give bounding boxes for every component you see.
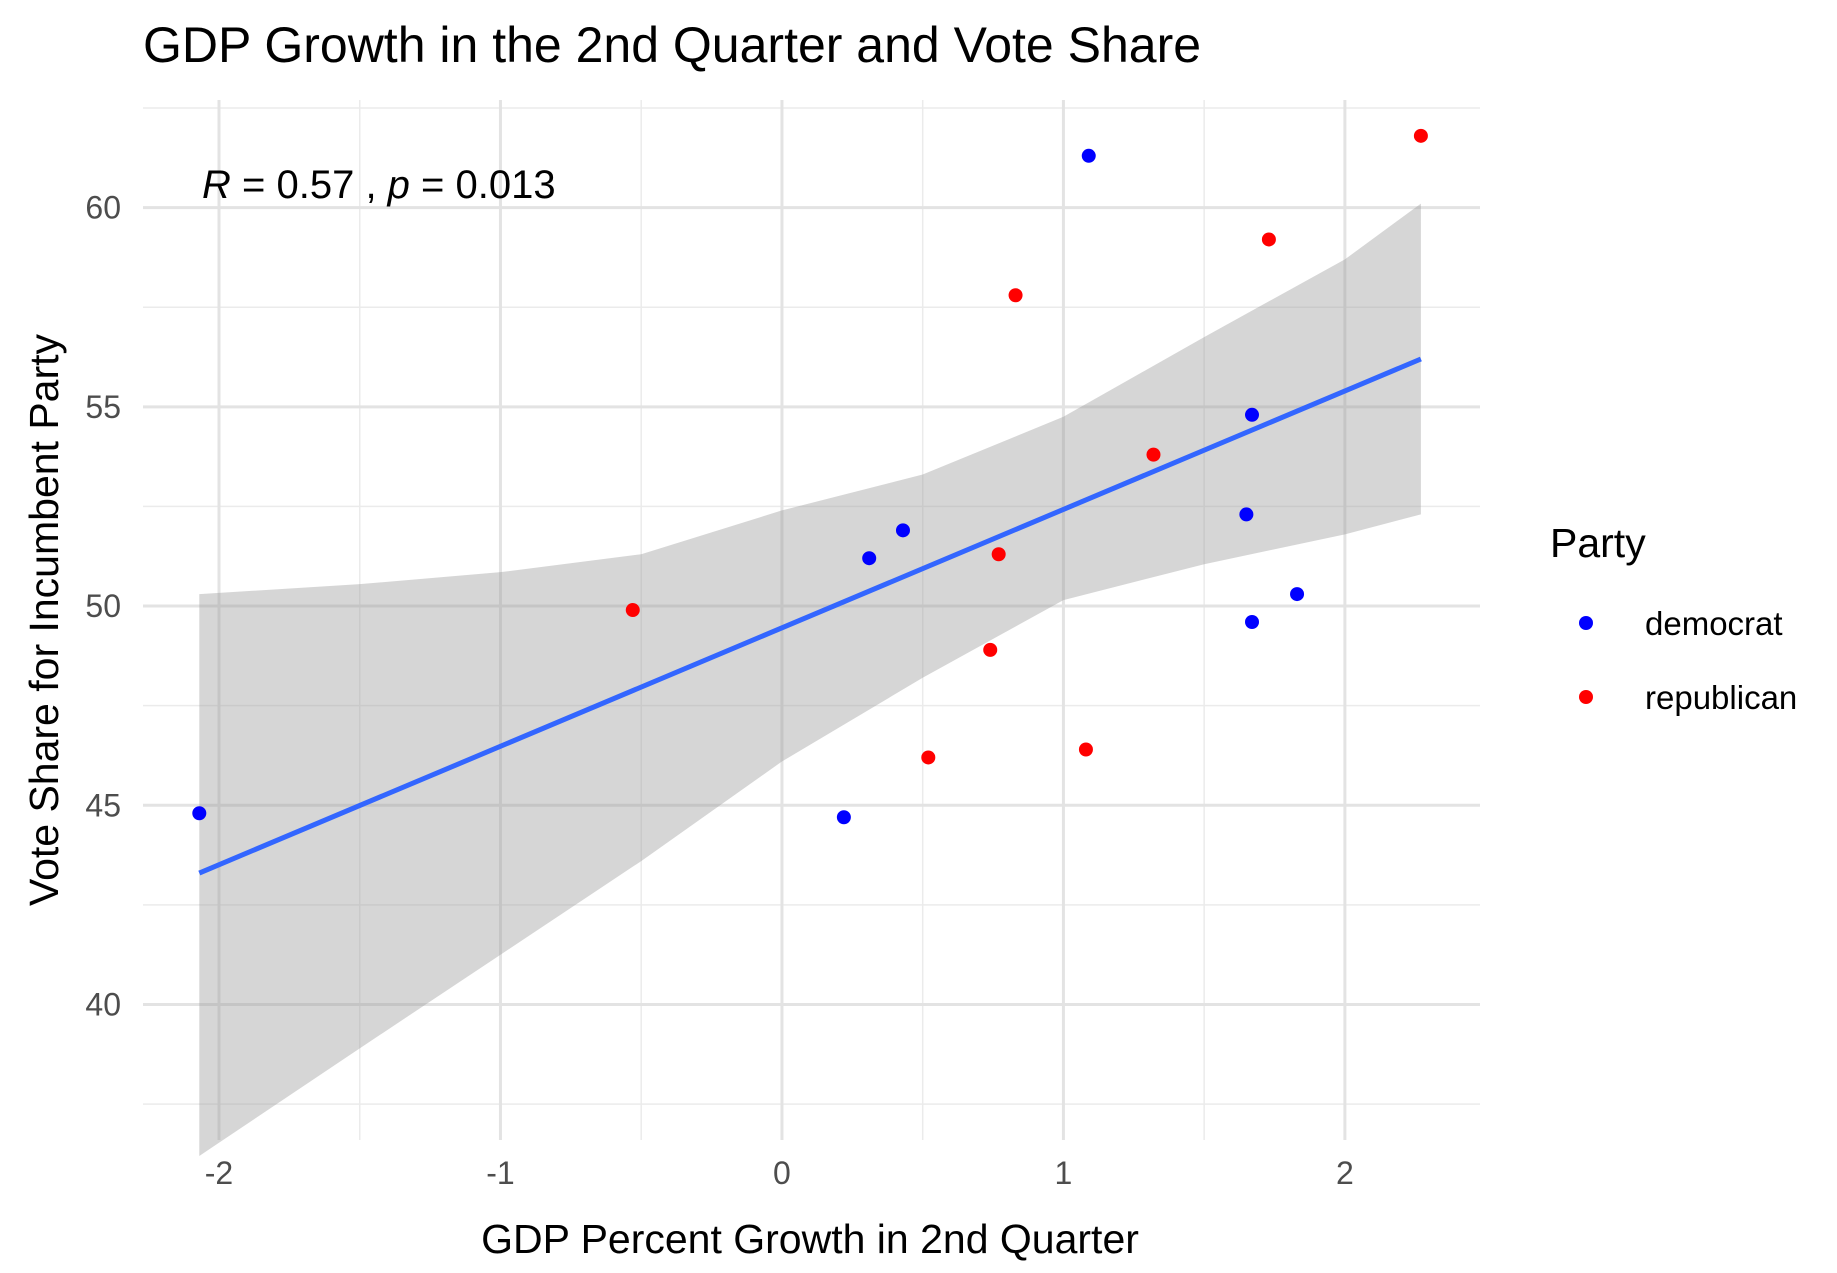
confidence-band-layer [199,203,1421,1156]
legend-entries: democrat republican [1579,605,1797,716]
y-axis-label: Vote Share for Incumbent Party [21,333,67,906]
chart-title: GDP Growth in the 2nd Quarter and Vote S… [143,17,1201,73]
republican-point [991,547,1006,562]
democrat-point [1081,148,1096,163]
legend-title: Party [1550,520,1646,566]
annotation-p-text: = 0.013 [410,163,556,207]
x-axis-label: GDP Percent Growth in 2nd Quarter [481,1216,1139,1262]
republican-point [625,603,640,618]
regression-line-layer [198,356,1422,876]
y-tick-label: 50 [85,588,121,624]
points-layer [192,128,1428,825]
y-tick-label: 40 [85,987,121,1023]
y-tick-labels: 40 45 50 55 60 [85,190,121,1023]
x-tick-labels: -2 -1 0 1 2 [205,1155,1354,1191]
democrat-point [1245,407,1260,422]
republican-point [1261,232,1276,247]
legend: Party democrat republican [1550,520,1797,716]
legend-republican-label: republican [1645,679,1797,716]
republican-point [1146,447,1161,462]
x-tick-label: -1 [486,1155,514,1191]
grid-layer [143,100,1480,1140]
y-tick-label: 45 [85,787,121,823]
x-tick-label: 0 [773,1155,791,1191]
republican-point [1078,742,1093,757]
democrat-point [1290,587,1305,602]
annotation-r-symbol: R [202,163,231,207]
correlation-annotation: R = 0.57 , p = 0.013 [202,163,556,207]
legend-republican-key [1579,690,1593,704]
republican-point [921,750,936,765]
confidence-band [199,203,1421,1156]
y-tick-label: 60 [85,190,121,226]
annotation-r-text: = 0.57 , [231,163,388,207]
democrat-point [836,810,851,825]
annotation-p-symbol: p [387,163,410,207]
republican-point [983,642,998,657]
y-tick-label: 55 [85,389,121,425]
democrat-point [192,806,207,821]
x-tick-label: -2 [205,1155,233,1191]
x-tick-label: 1 [1055,1155,1073,1191]
x-tick-label: 2 [1336,1155,1354,1191]
democrat-point [895,523,910,538]
republican-point [1008,288,1023,303]
democrat-point [1239,507,1254,522]
democrat-point [862,551,877,566]
regression-line [198,356,1422,876]
republican-point [1413,128,1428,143]
legend-democrat-key [1579,616,1593,630]
democrat-point [1245,614,1260,629]
legend-democrat-label: democrat [1645,605,1783,642]
